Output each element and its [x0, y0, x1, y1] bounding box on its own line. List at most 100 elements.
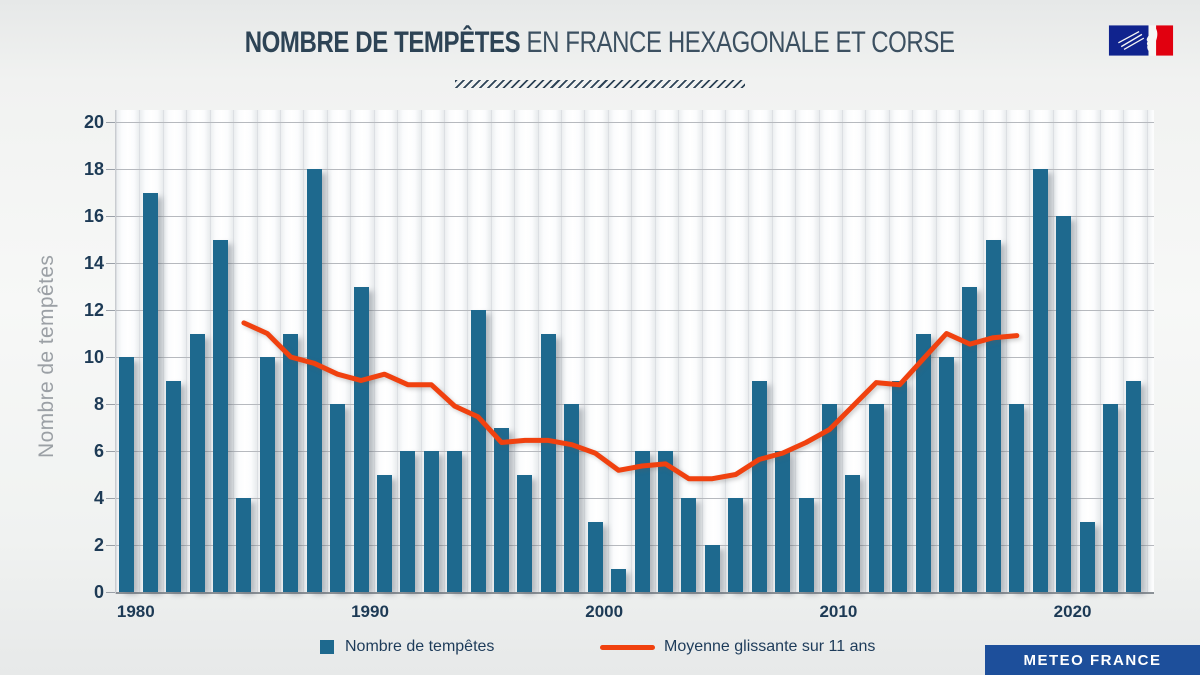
bar-1994	[447, 451, 463, 592]
v-gridline	[982, 110, 984, 594]
y-tick-mark	[106, 592, 115, 593]
v-gridline	[888, 110, 890, 594]
bar-2003	[658, 451, 673, 592]
bar-1981	[142, 192, 158, 592]
v-gridline	[1052, 110, 1054, 594]
legend-item-bars: Nombre de tempêtes	[320, 636, 494, 658]
meteo-france-badge: METEO FRANCE	[985, 645, 1200, 675]
page-title-light: EN FRANCE HEXAGONALE ET CORSE	[520, 26, 955, 59]
y-tick-label: 8	[93, 394, 104, 414]
v-gridline	[654, 110, 656, 594]
v-gridline	[420, 110, 422, 594]
bar-2018	[1009, 404, 1025, 592]
v-gridline	[912, 110, 914, 594]
bar-2020	[1056, 216, 1072, 592]
bar-2008	[775, 451, 791, 592]
y-tick-mark	[106, 263, 115, 264]
moving-average-line	[241, 320, 1020, 482]
h-gridline	[116, 122, 1154, 123]
v-gridline	[350, 110, 352, 594]
legend-item-line: Moyenne glissante sur 11 ans	[600, 636, 875, 658]
v-gridline	[233, 110, 235, 594]
v-gridline	[397, 110, 398, 594]
h-gridline	[116, 404, 1154, 405]
bar-2006	[728, 498, 744, 592]
bar-1999	[564, 404, 580, 592]
bar-2007	[751, 380, 767, 592]
bar-2014	[915, 333, 931, 592]
v-gridline	[1146, 110, 1148, 594]
bar-1983	[189, 333, 205, 592]
bar-2004	[681, 498, 697, 592]
v-gridline	[373, 110, 375, 594]
page-title: NOMBRE DE TEMPÊTES EN FRANCE HEXAGONALE …	[0, 26, 1200, 60]
h-gridline	[116, 357, 1154, 358]
hatched-divider	[455, 80, 745, 88]
h-gridline	[116, 216, 1154, 217]
v-gridline	[537, 110, 539, 594]
bar-2002	[634, 451, 650, 592]
v-gridline	[467, 110, 469, 594]
v-gridline	[303, 110, 305, 594]
x-tick-label-2020: 2020	[1053, 602, 1092, 621]
v-gridline	[1099, 110, 1101, 594]
y-tick-label: 0	[93, 582, 104, 602]
bar-1986	[259, 357, 275, 592]
v-gridline	[279, 110, 281, 594]
y-tick-mark	[106, 498, 115, 499]
v-gridline	[162, 110, 164, 594]
bar-swatch-icon	[320, 640, 334, 654]
y-tick-label: 20	[83, 112, 104, 132]
y-tick-label: 14	[83, 253, 104, 273]
y-tick-mark	[106, 169, 115, 170]
bar-1982	[166, 380, 182, 592]
v-gridline	[865, 110, 867, 594]
v-gridline	[842, 110, 843, 594]
v-gridline	[116, 110, 117, 594]
y-tick-mark	[106, 545, 115, 546]
bar-1987	[283, 333, 299, 592]
bar-1997	[517, 474, 533, 592]
v-gridline	[514, 110, 516, 594]
page-title-bold: NOMBRE DE TEMPÊTES	[245, 26, 521, 59]
legend-line-label: Moyenne glissante sur 11 ans	[664, 638, 876, 655]
v-gridline	[584, 110, 586, 594]
h-gridline	[116, 592, 1154, 594]
bar-2005	[704, 545, 720, 592]
y-tick-mark	[106, 451, 115, 452]
line-swatch-icon	[600, 644, 655, 650]
bar-1980	[119, 357, 135, 592]
v-gridline	[771, 110, 773, 594]
v-gridline	[443, 110, 445, 594]
x-tick-label-1990: 1990	[351, 602, 389, 621]
v-gridline	[326, 110, 328, 594]
v-gridline	[256, 110, 258, 594]
bar-1985	[236, 498, 252, 592]
y-tick-mark	[106, 122, 115, 123]
v-gridline	[795, 110, 797, 594]
y-tick-label: 6	[93, 441, 104, 461]
legend-bars-label: Nombre de tempêtes	[345, 638, 495, 655]
v-gridline	[490, 110, 492, 594]
bar-1991	[376, 474, 392, 592]
v-gridline	[935, 110, 937, 594]
v-gridline	[631, 110, 633, 594]
y-tick-label: 18	[83, 159, 104, 179]
v-gridline	[1076, 110, 1078, 594]
x-tick-label-2000: 2000	[585, 602, 624, 621]
v-gridline	[1006, 110, 1007, 594]
x-tick-label-2010: 2010	[819, 602, 858, 621]
x-tick-label-1980: 1980	[116, 602, 155, 621]
y-tick-label: 12	[83, 300, 104, 320]
v-gridline	[1123, 110, 1125, 594]
bar-2015	[939, 357, 954, 592]
v-gridline	[209, 110, 211, 594]
y-tick-mark	[106, 216, 115, 217]
bar-2013	[892, 380, 908, 592]
bar-2001	[611, 568, 627, 592]
bar-1988	[306, 169, 322, 592]
bar-1993	[423, 451, 439, 592]
bar-1995	[470, 310, 486, 592]
v-gridline	[561, 110, 562, 594]
